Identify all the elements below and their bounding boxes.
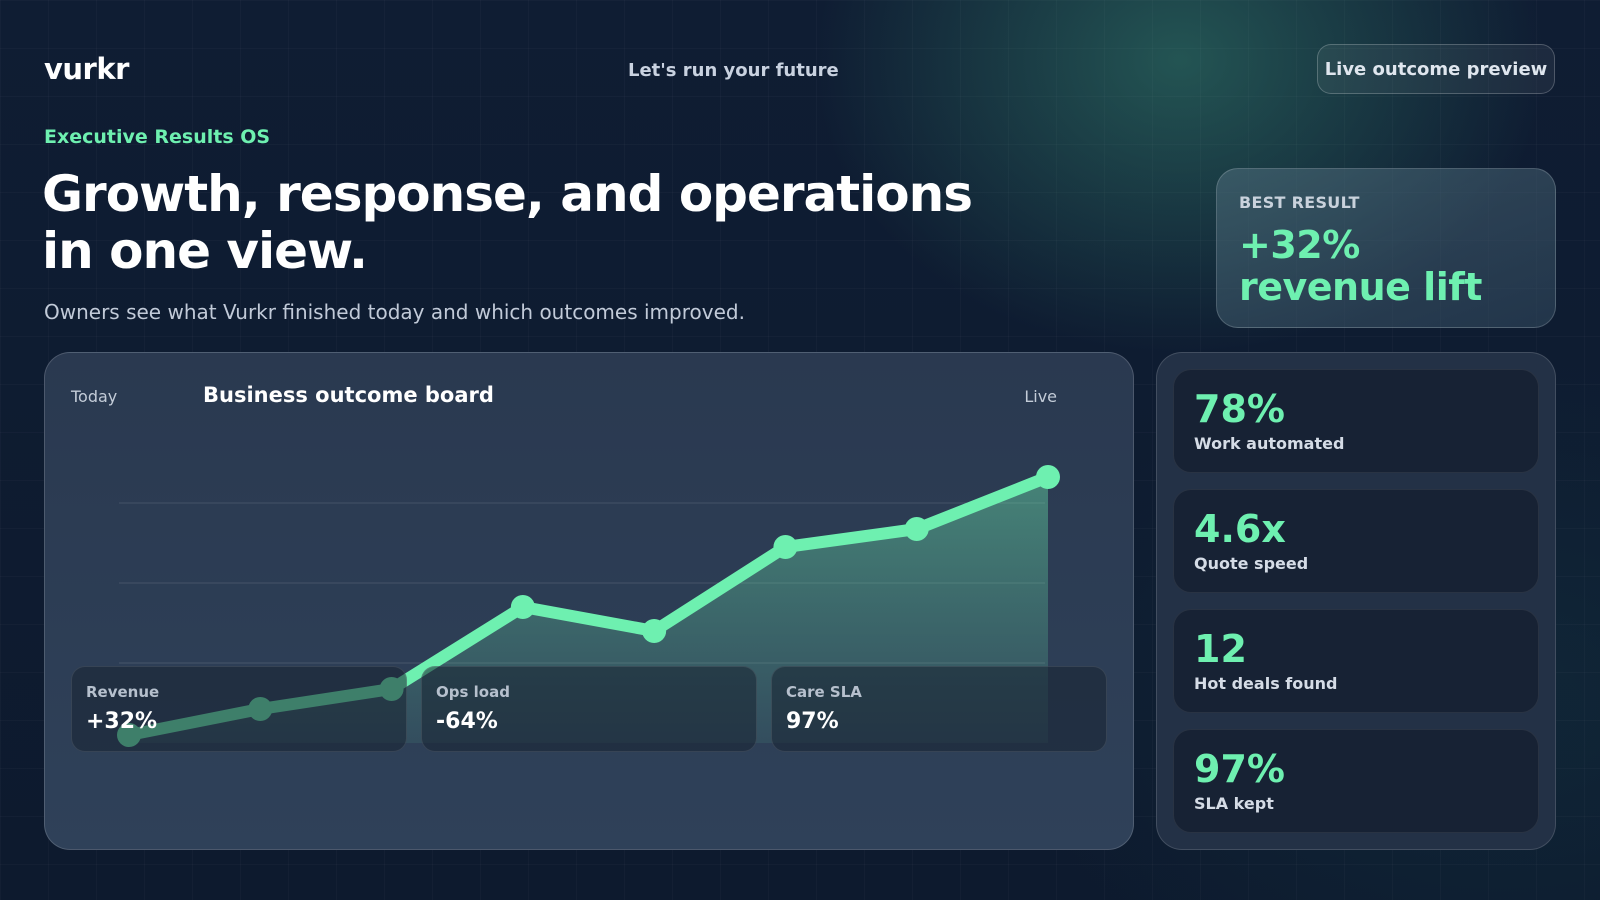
hero-eyebrow: Executive Results OS (44, 126, 271, 148)
care-sla-tile: Care SLA 97% (771, 666, 1107, 752)
metric-value: 4.6x (1194, 507, 1286, 551)
metric-value: 12 (1194, 627, 1247, 671)
metric-label: SLA kept (1194, 794, 1274, 813)
metric-label: Hot deals found (1194, 674, 1338, 693)
tile-value: -64% (436, 709, 498, 734)
metrics-panel: 78% Work automated 4.6x Quote speed 12 H… (1156, 352, 1556, 850)
tile-label: Care SLA (786, 683, 862, 701)
board-live-status: Live (1024, 387, 1057, 406)
hero-subline: Owners see what Vurkr finished today and… (44, 300, 745, 324)
metric-hot-deals: 12 Hot deals found (1173, 609, 1539, 713)
ops-load-tile: Ops load -64% (421, 666, 757, 752)
best-result-label: BEST RESULT (1239, 193, 1360, 212)
outcome-chart (117, 465, 1060, 747)
chart-point (642, 619, 667, 643)
metric-work-automated: 78% Work automated (1173, 369, 1539, 473)
chart-point (510, 595, 535, 619)
chart-point (773, 535, 798, 559)
metric-value: 97% (1194, 747, 1285, 791)
chart-point (904, 517, 929, 541)
tile-label: Ops load (436, 683, 510, 701)
metric-value: 78% (1194, 387, 1285, 431)
brand-tagline: Let's run your future (628, 60, 839, 81)
business-outcome-board: Today Business outcome board Live Revenu… (44, 352, 1134, 850)
board-period-label: Today (71, 387, 118, 406)
metric-sla-kept: 97% SLA kept (1173, 729, 1539, 833)
tile-value: +32% (86, 709, 158, 734)
metric-label: Quote speed (1194, 554, 1309, 573)
tile-label: Revenue (86, 683, 160, 701)
metric-label: Work automated (1194, 434, 1345, 453)
metric-quote-speed: 4.6x Quote speed (1173, 489, 1539, 593)
best-result-card: BEST RESULT +32% revenue lift (1216, 168, 1556, 328)
hero-headline: Growth, response, and operations in one … (42, 165, 973, 280)
brand-logo[interactable]: vurkr (44, 52, 129, 86)
revenue-tile: Revenue +32% (71, 666, 407, 752)
best-result-value: +32% revenue lift (1239, 223, 1482, 309)
live-outcome-preview-button[interactable]: Live outcome preview (1317, 44, 1555, 94)
chart-point (1036, 465, 1060, 489)
tile-value: 97% (786, 709, 839, 734)
board-title: Business outcome board (203, 383, 494, 407)
